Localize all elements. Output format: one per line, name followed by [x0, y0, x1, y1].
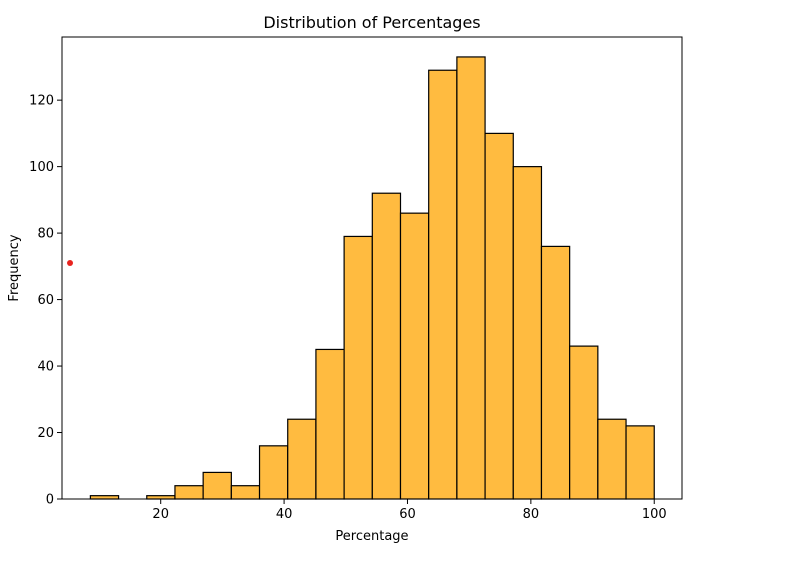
histogram-bar — [371, 192, 402, 500]
histogram-bar — [202, 471, 232, 500]
histogram-bar — [540, 245, 571, 500]
y-tick-label: 0 — [46, 493, 54, 508]
histogram-bar — [230, 485, 261, 500]
histogram-bar — [343, 235, 373, 500]
x-tick-label: 80 — [523, 507, 540, 522]
y-tick-label: 60 — [37, 293, 54, 308]
y-axis-label: Frequency — [7, 234, 22, 301]
x-tick-label: 40 — [276, 507, 293, 522]
histogram-bar — [569, 345, 599, 500]
y-tick-label: 20 — [37, 426, 54, 441]
x-axis-ticks: 20 40 60 80 100 — [152, 499, 667, 522]
bars-layer — [89, 56, 655, 500]
x-tick-label: 60 — [399, 507, 416, 522]
histogram-bar — [484, 132, 514, 500]
histogram-bar — [625, 425, 655, 500]
histogram-bar — [174, 485, 204, 500]
histogram-bar — [315, 348, 345, 500]
x-tick-label: 100 — [642, 507, 667, 522]
annotation-layer — [67, 260, 74, 267]
histogram-bar — [456, 56, 486, 500]
y-tick-label: 40 — [37, 360, 54, 375]
y-tick-label: 120 — [29, 94, 54, 109]
histogram-bar — [597, 418, 627, 500]
y-tick-label: 80 — [37, 227, 54, 242]
x-axis-label: Percentage — [335, 529, 408, 544]
histogram-bar — [258, 445, 289, 500]
histogram-bar — [399, 212, 430, 500]
chart-title: Distribution of Percentages — [263, 13, 480, 32]
y-axis-ticks: 0 20 40 60 80 100 120 — [29, 94, 62, 508]
annotation-point — [67, 260, 74, 267]
x-tick-label: 20 — [152, 507, 169, 522]
histogram-bar — [428, 69, 458, 500]
histogram-bar — [287, 418, 317, 500]
histogram-bar — [512, 166, 543, 500]
plot-frame — [61, 36, 683, 500]
y-tick-label: 100 — [29, 160, 54, 175]
